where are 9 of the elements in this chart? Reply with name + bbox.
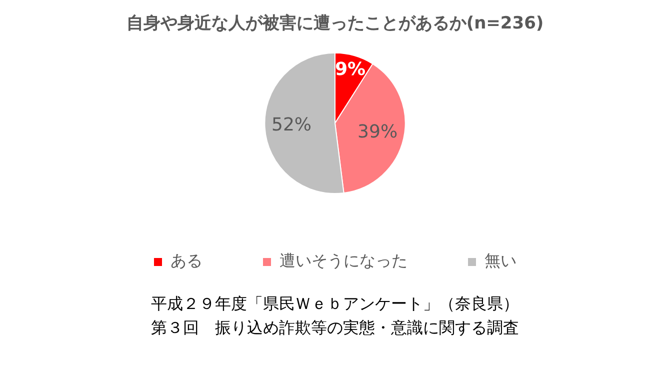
text: 第３回 振り込め詐欺等の実態・意識に関する調査 <box>150 317 520 339</box>
data-label: 9% <box>335 59 366 80</box>
chart-title: 自身や身近な人が被害に遭ったことがあるか(n=236) <box>126 14 544 34</box>
data-label: 39% <box>358 121 398 142</box>
legend-label: 遭いそうになった <box>280 251 408 270</box>
legend-label: 無い <box>484 251 516 270</box>
data-label: 52% <box>271 114 312 136</box>
legend-label: ある <box>170 251 202 270</box>
text: 平成２９年度「県民Ｗｅｂアンケート」（奈良県） <box>150 293 520 315</box>
